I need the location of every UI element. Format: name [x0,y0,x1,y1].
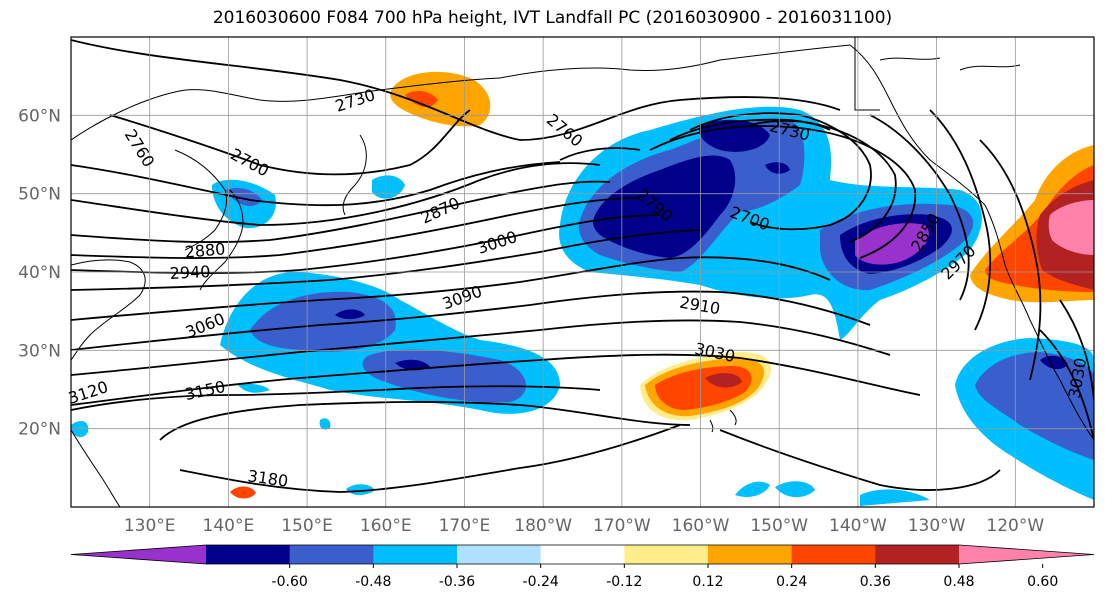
colorbar-segment [875,545,960,564]
colorbar-segment [624,545,709,564]
ivt-negative-anomaly-central [559,106,982,340]
contour-label: 2940 [169,262,211,283]
lon-tick-label: 140°W [829,516,887,536]
map-frame [70,36,1095,508]
lon-tick-label: 120°W [986,516,1044,536]
colorbar-segment [791,545,876,564]
colorbar-segment [373,545,458,564]
lon-tick-label: 150°E [281,516,333,536]
lat-tick-label: 40°N [18,263,61,283]
colorbar-outline [70,544,1095,565]
colorbar-tick-label: 0.60 [1027,574,1058,590]
colorbar-tick-label: 0.36 [860,574,891,590]
colorbar-tick-label: 0.24 [776,574,807,590]
lon-tick-label: 180°W [514,516,572,536]
colorbar-tick-label: -0.24 [523,574,559,590]
lon-tick-label: 130°W [908,516,966,536]
lon-tick-label: 170°W [593,516,651,536]
colorbar-tick-label: 0.12 [692,574,723,590]
lon-tick-label: 160°E [360,516,412,536]
lon-tick-label: 140°E [203,516,255,536]
colorbar-tick-label: -0.12 [606,574,642,590]
lat-tick-label: 30°N [18,341,61,361]
colorbar-segment [457,545,542,564]
lon-tick-label: 170°E [439,516,491,536]
lat-tick-label: 50°N [18,185,61,205]
colorbar-tick-label: -0.36 [439,574,475,590]
coastlines [71,37,1094,507]
lat-tick-labels: 60°N 50°N 40°N 30°N 20°N [18,106,61,439]
colorbar-segment [708,545,793,564]
graticule [71,37,1094,507]
ivt-positive-anomaly [230,71,1094,499]
colorbar-tick-label: 0.48 [943,574,974,590]
colorbar-tick-label: -0.60 [272,574,308,590]
lon-tick-label: 160°W [672,516,730,536]
map-title: 2016030600 F084 700 hPa height, IVT Land… [212,8,893,28]
colorbar-extend-low [71,545,206,564]
colorbar: -0.60 -0.48 -0.36 -0.24 -0.12 0.12 0.24 0.36 0.4… [70,544,1095,590]
lat-tick-label: 60°N [18,106,61,126]
lon-tick-labels: 130°E 140°E 150°E 160°E 170°E 180°W 170°W 160°W… [124,516,1045,536]
colorbar-segment [206,545,291,564]
contour-label: 2880 [184,239,226,261]
lon-tick-label: 150°W [750,516,808,536]
lon-tick-label: 130°E [124,516,176,536]
colorbar-extend-high [959,545,1094,564]
colorbar-tick-label: -0.48 [355,574,391,590]
height-contours [71,39,1094,493]
colorbar-segment [289,545,374,564]
lat-tick-label: 20°N [18,420,61,440]
colorbar-segment [540,545,625,564]
